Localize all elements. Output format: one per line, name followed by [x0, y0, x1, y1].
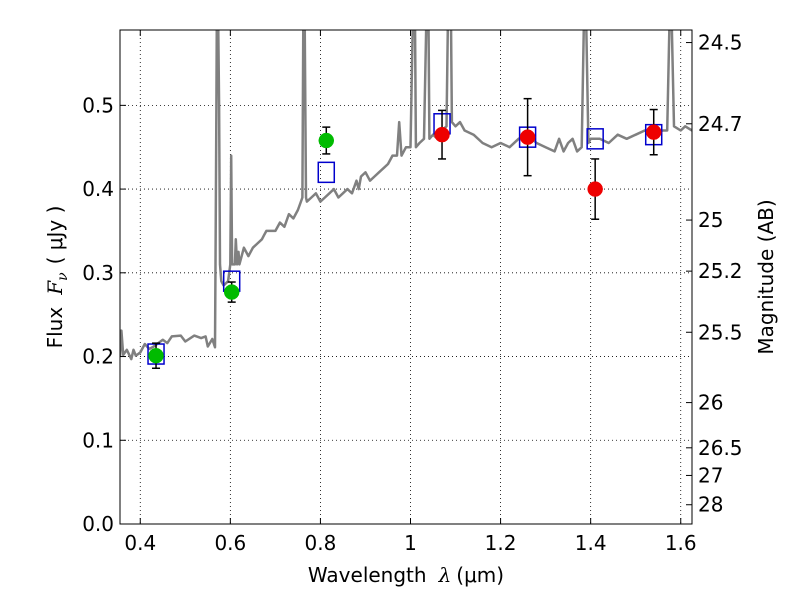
right-tick-label: 27 [698, 463, 723, 487]
y-tick-label: 0.4 [82, 177, 114, 201]
observed-point [587, 181, 603, 197]
axis-ticks: 0.4 0.6 0.8 1 1.2 1.4 1.6 0.0 0.1 0.2 0.3 0.4 0.5 24.… [82, 30, 743, 555]
x-tick-label: 1 [404, 531, 417, 555]
right-tick-label: 25 [698, 208, 723, 232]
right-tick-label: 26.5 [698, 436, 743, 460]
right-tick-label: 25.5 [698, 320, 743, 344]
right-tick-label: 28 [698, 493, 723, 517]
x-tick-label: 0.4 [124, 531, 156, 555]
y-tick-label: 0.0 [82, 512, 114, 536]
y-tick-label: 0.5 [82, 93, 114, 117]
y-axis-label: FluxFν( μJy ) [43, 206, 71, 349]
observed-point [148, 347, 164, 364]
y-tick-label: 0.1 [82, 428, 114, 452]
right-tick-label: 25.2 [698, 259, 743, 283]
x-tick-label: 1.6 [665, 531, 697, 555]
right-tick-label: 24.5 [698, 31, 743, 55]
observed-point [318, 132, 335, 149]
sed-model-line [120, 30, 692, 361]
model-photometry-square [586, 128, 604, 150]
right-tick-label: 26 [698, 391, 723, 415]
model-photometry-square [317, 161, 336, 184]
right-axis-label: Magnitude (AB) [754, 199, 778, 354]
x-tick-label: 1.2 [485, 531, 517, 555]
observed-point [434, 126, 450, 143]
plot-frame [119, 29, 693, 525]
observed-point [519, 129, 536, 145]
x-axis-label: Wavelength λ (μm) [308, 563, 504, 587]
y-tick-label: 0.2 [82, 345, 114, 369]
data-layer [120, 30, 692, 370]
observed-point [645, 124, 662, 140]
y-tick-label: 0.3 [82, 261, 114, 285]
right-tick-label: 24.7 [698, 112, 743, 136]
x-tick-label: 0.6 [214, 531, 246, 555]
x-tick-label: 0.8 [305, 531, 337, 555]
x-tick-label: 1.4 [575, 531, 607, 555]
observed-point [223, 284, 240, 300]
